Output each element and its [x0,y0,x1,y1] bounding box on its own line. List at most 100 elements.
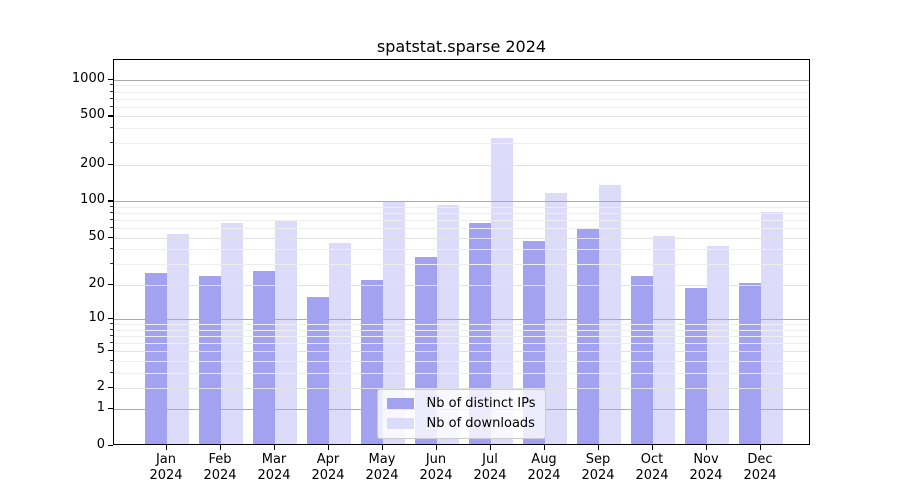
y-tick-label-500: 500 [80,107,105,123]
y-tick-500 [108,115,113,117]
gridline-minor-90 [114,206,809,208]
gridline-y-500 [114,116,809,118]
gridline-minor-600 [114,106,809,108]
gridline-y-5 [114,351,809,352]
gridline-y-50 [114,237,809,239]
x-tick-label-jun: Jun 2024 [419,452,453,483]
y-tick-100 [108,200,113,202]
x-tick-label-dec: Dec 2024 [743,452,777,483]
gridline-minor-80 [114,213,809,214]
y-minor-tick-700 [110,97,113,99]
gridline-y-20 [114,284,809,286]
y-tick-label-10: 10 [88,309,105,325]
y-minor-tick-900 [110,84,113,86]
x-tick-mar [273,445,275,450]
y-minor-tick-300 [110,142,113,144]
y-minor-tick-800 [110,90,113,92]
x-tick-label-jul: Jul 2024 [473,452,507,483]
x-tick-aug [543,445,545,450]
y-minor-tick-40 [110,248,113,250]
y-minor-tick-600 [110,105,113,107]
bar-distinct-ips-feb [199,275,221,444]
y-minor-tick-30 [110,262,113,264]
y-minor-tick-400 [110,127,113,129]
y-minor-tick-60 [110,227,113,228]
chart-title: spatstat.sparse 2024 [376,37,547,56]
y-minor-tick-70 [110,219,113,220]
y-minor-tick-7 [110,334,113,336]
bar-downloads-sep [599,184,621,444]
y-tick-5 [108,350,113,352]
y-minor-tick-3 [110,371,113,373]
legend-label-distinct-ips: Nb of distinct IPs [426,396,536,411]
gridline-minor-900 [114,85,809,87]
x-tick-label-may: May 2024 [365,452,399,483]
y-tick-label-2: 2 [96,378,105,394]
legend-swatch-distinct-ips-icon [386,398,414,409]
gridline-minor-7 [114,335,809,337]
y-tick-1 [108,408,113,410]
gridline-y-2 [114,387,809,389]
y-tick-20 [108,283,113,285]
gridline-minor-6 [114,342,809,344]
x-tick-label-sep: Sep 2024 [581,452,615,483]
y-tick-0 [108,445,113,447]
gridline-minor-4 [114,360,809,362]
bar-distinct-ips-dec [739,282,761,444]
x-tick-sep [597,445,599,450]
x-tick-label-oct: Oct 2024 [635,452,669,483]
x-tick-label-apr: Apr 2024 [311,452,345,483]
bar-distinct-ips-mar [253,271,275,444]
gridline-minor-700 [114,98,809,100]
bar-downloads-nov [707,245,729,444]
bar-downloads-may [383,202,405,444]
bar-downloads-dec [761,211,783,444]
y-minor-tick-6 [110,341,113,343]
y-tick-200 [108,163,113,166]
y-tick-label-100: 100 [80,192,105,208]
gridline-minor-8 [114,329,809,331]
y-tick-50 [108,236,113,238]
x-tick-apr [327,445,329,450]
x-tick-jul [489,445,491,450]
y-tick-1000 [108,78,113,80]
y-tick-label-20: 20 [88,275,105,291]
bar-downloads-jul [491,138,513,444]
x-tick-label-jan: Jan 2024 [149,452,183,483]
y-tick-10 [108,317,113,320]
bar-distinct-ips-oct [631,275,653,444]
x-tick-label-aug: Aug 2024 [527,452,561,483]
gridline-minor-40 [114,249,809,251]
gridline-y-100 [114,201,809,203]
bar-distinct-ips-apr [307,297,329,444]
bar-distinct-ips-jan [145,273,167,444]
gridline-minor-400 [114,128,809,130]
legend-swatch-downloads-icon [386,418,414,429]
bar-downloads-mar [275,220,297,444]
gridline-minor-3 [114,372,809,374]
legend-label-downloads: Nb of downloads [426,416,535,431]
y-tick-label-200: 200 [80,155,105,171]
gridline-y-1000 [114,79,809,81]
x-tick-label-nov: Nov 2024 [689,452,723,483]
bar-downloads-feb [221,222,243,444]
y-minor-tick-90 [110,205,113,207]
x-tick-feb [219,445,221,450]
gridline-y-10 [114,318,809,320]
x-tick-label-mar: Mar 2024 [257,452,291,483]
bar-downloads-aug [545,193,567,444]
x-tick-jan [165,445,167,450]
x-tick-dec [759,445,761,450]
gridline-minor-300 [114,143,809,145]
gridline-minor-30 [114,263,809,265]
gridline-minor-9 [114,323,809,325]
gridline-minor-60 [114,228,809,229]
x-tick-may [381,445,383,450]
bar-distinct-ips-nov [685,287,707,444]
y-tick-label-1: 1 [96,400,105,416]
gridline-y-200 [114,164,809,166]
legend-item-downloads: Nb of downloads [386,416,536,431]
x-tick-label-feb: Feb 2024 [203,452,237,483]
y-tick-2 [108,386,113,388]
